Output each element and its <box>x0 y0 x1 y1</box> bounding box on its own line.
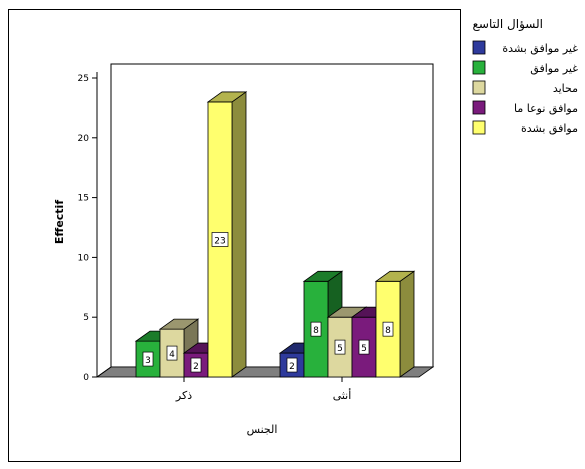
legend-swatch <box>472 60 486 75</box>
svg-text:5: 5 <box>361 344 367 354</box>
data-label: 3 <box>142 351 154 367</box>
svg-text:2: 2 <box>193 362 199 372</box>
data-label: 2 <box>190 357 202 373</box>
legend-item: موافق بشدة <box>472 120 578 136</box>
legend-item: غير موافق بشدة <box>472 40 578 56</box>
y-tick-label: 10 <box>78 253 90 263</box>
legend-label: موافق نوعا ما <box>514 102 578 116</box>
legend: السؤال التاسع غير موافق بشدة غير موافق محا… <box>473 17 579 136</box>
data-label: 23 <box>211 232 229 247</box>
legend-swatch <box>472 120 486 135</box>
bar <box>374 270 416 378</box>
data-label: 8 <box>310 321 322 337</box>
legend-label: غير موافق <box>530 62 578 76</box>
legend-item: غير موافق <box>472 60 578 76</box>
y-tick-label: 25 <box>78 74 89 84</box>
legend-label: غير موافق بشدة <box>502 42 578 56</box>
legend-title: السؤال التاسع <box>473 17 543 32</box>
y-axis-label: Effectif <box>53 200 66 244</box>
data-label: 5 <box>334 339 346 355</box>
legend-item: محايد <box>472 80 578 95</box>
x-tick-label: أنثى <box>333 388 352 402</box>
y-tick-label: 20 <box>78 134 90 144</box>
svg-text:4: 4 <box>169 350 175 360</box>
data-label: 2 <box>286 357 298 373</box>
y-tick-label: 5 <box>83 313 89 323</box>
data-label: 8 <box>382 321 394 337</box>
y-tick-label: 0 <box>83 373 89 383</box>
legend-swatch <box>472 40 486 55</box>
svg-text:23: 23 <box>214 236 225 246</box>
data-label: 5 <box>358 339 370 355</box>
legend-label: محايد <box>553 82 578 95</box>
legend-item: موافق نوعا ما <box>472 100 578 116</box>
svg-text:8: 8 <box>313 326 319 336</box>
svg-text:5: 5 <box>337 344 343 354</box>
svg-text:3: 3 <box>145 356 151 366</box>
legend-label: موافق بشدة <box>521 122 578 136</box>
svg-text:8: 8 <box>385 326 391 336</box>
x-axis-label: الجنس <box>247 423 278 436</box>
floor-edge <box>96 366 112 378</box>
legend-swatch <box>472 80 486 95</box>
data-label: 4 <box>166 345 178 361</box>
y-tick-label: 15 <box>78 194 89 204</box>
legend-swatch <box>472 100 486 115</box>
svg-text:2: 2 <box>289 362 295 372</box>
x-tick-label: ذكر <box>175 389 192 402</box>
